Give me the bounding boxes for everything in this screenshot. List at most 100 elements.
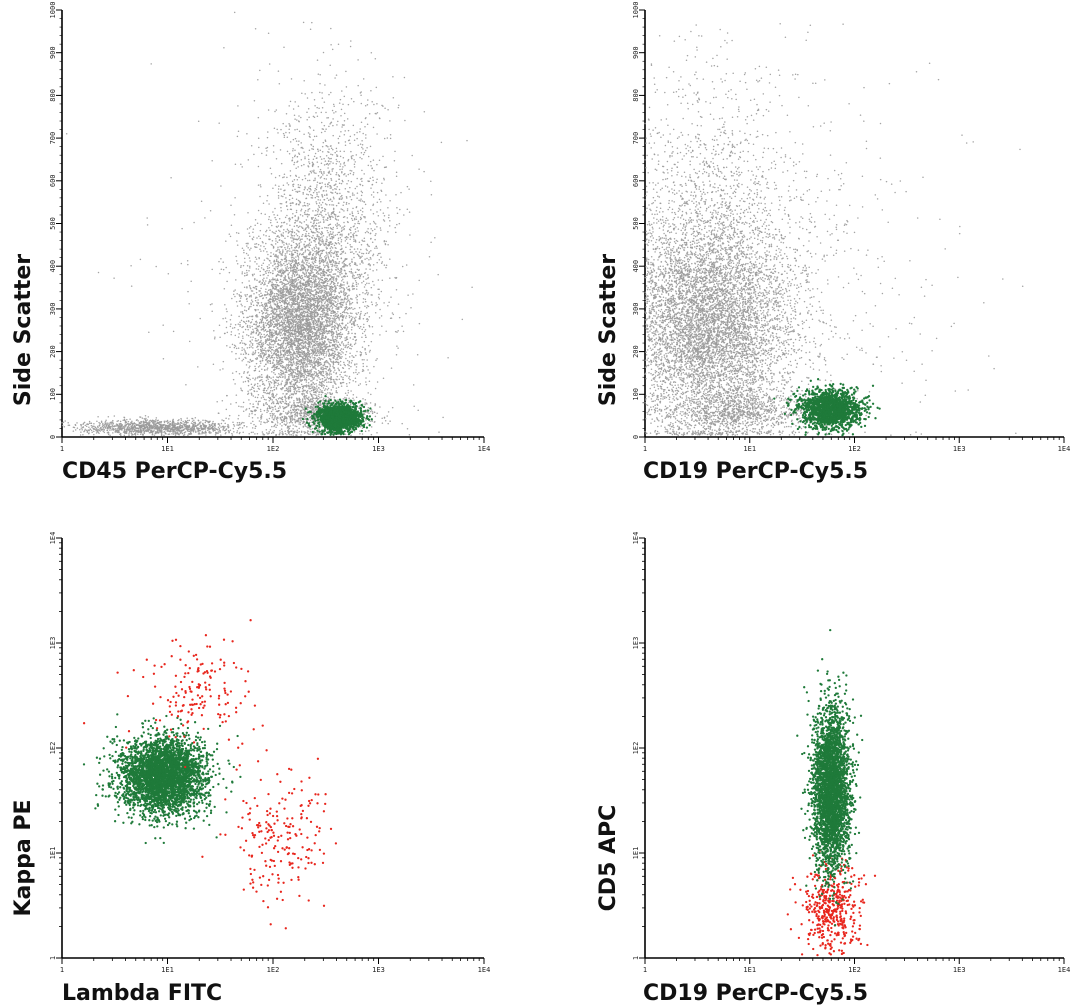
data-point	[315, 218, 317, 220]
data-point	[297, 235, 299, 237]
data-point	[377, 381, 379, 383]
data-point	[271, 344, 273, 346]
data-point	[284, 259, 286, 261]
data-point	[329, 374, 331, 376]
data-point	[356, 265, 358, 267]
data-point	[317, 199, 319, 201]
data-point	[254, 287, 256, 289]
data-point	[324, 380, 326, 382]
data-point	[366, 307, 368, 309]
data-point	[298, 386, 300, 388]
data-point	[281, 268, 283, 270]
data-point	[250, 336, 252, 338]
data-point	[295, 389, 297, 391]
data-point	[336, 332, 338, 334]
data-point	[349, 303, 351, 305]
data-point	[290, 306, 292, 308]
data-point	[353, 253, 355, 255]
data-point	[335, 322, 337, 324]
data-point	[315, 267, 317, 269]
y-tick-label: 400	[49, 260, 57, 273]
data-point	[287, 236, 289, 238]
data-point	[290, 315, 292, 317]
data-point	[262, 350, 264, 352]
data-point	[273, 321, 275, 323]
data-point	[273, 253, 275, 255]
data-point	[292, 327, 294, 329]
data-point	[319, 364, 321, 366]
data-point	[281, 334, 283, 336]
data-point	[274, 357, 276, 359]
data-point	[335, 373, 337, 375]
data-point	[361, 337, 363, 339]
data-point	[298, 420, 300, 422]
data-point	[246, 298, 248, 300]
data-point	[342, 314, 344, 316]
data-point	[258, 166, 260, 168]
data-point	[289, 272, 291, 274]
data-point	[300, 370, 302, 372]
data-point	[311, 390, 313, 392]
data-point	[220, 258, 222, 260]
data-point	[279, 310, 281, 312]
data-point	[246, 317, 248, 319]
data-point	[308, 399, 310, 401]
data-point	[284, 390, 286, 392]
data-point	[290, 360, 292, 362]
data-point	[316, 395, 318, 397]
data-point	[320, 262, 322, 264]
data-point	[242, 338, 244, 340]
data-point	[306, 391, 308, 393]
data-point	[267, 254, 269, 256]
data-point	[283, 347, 285, 349]
data-point	[281, 383, 283, 385]
data-point	[193, 222, 195, 224]
data-point	[293, 387, 295, 389]
data-point	[292, 376, 294, 378]
data-point	[260, 293, 262, 295]
data-point	[399, 223, 401, 225]
data-point	[258, 184, 260, 186]
data-point	[293, 394, 295, 396]
data-point	[275, 184, 277, 186]
data-point	[275, 346, 277, 348]
data-point	[320, 295, 322, 297]
data-point	[281, 195, 283, 197]
data-point	[309, 350, 311, 352]
data-point	[379, 334, 381, 336]
data-point	[289, 254, 291, 256]
data-point	[293, 306, 295, 308]
data-point	[268, 397, 270, 399]
data-point	[305, 251, 307, 253]
data-point	[261, 302, 263, 304]
data-point	[270, 390, 272, 392]
data-point	[289, 391, 291, 393]
data-point	[310, 388, 312, 390]
data-point	[298, 375, 300, 377]
data-point	[334, 317, 336, 319]
data-point	[269, 279, 271, 281]
data-point	[242, 342, 244, 344]
data-point	[310, 307, 312, 309]
data-point	[304, 276, 306, 278]
data-point	[235, 335, 237, 337]
data-point	[244, 371, 246, 373]
data-point	[258, 268, 260, 270]
y-tick-label: 200	[49, 345, 57, 358]
data-point	[314, 384, 316, 386]
data-point	[298, 346, 300, 348]
data-point	[321, 277, 323, 279]
data-point	[328, 346, 330, 348]
data-point	[308, 388, 310, 390]
data-point	[346, 304, 348, 306]
data-point	[290, 409, 292, 411]
data-point	[312, 386, 314, 388]
data-point	[341, 327, 343, 329]
data-point	[291, 251, 293, 253]
data-point	[280, 203, 282, 205]
data-point	[327, 389, 329, 391]
data-point	[306, 375, 308, 377]
data-point	[311, 353, 313, 355]
data-point	[292, 355, 294, 357]
data-point	[287, 391, 289, 393]
